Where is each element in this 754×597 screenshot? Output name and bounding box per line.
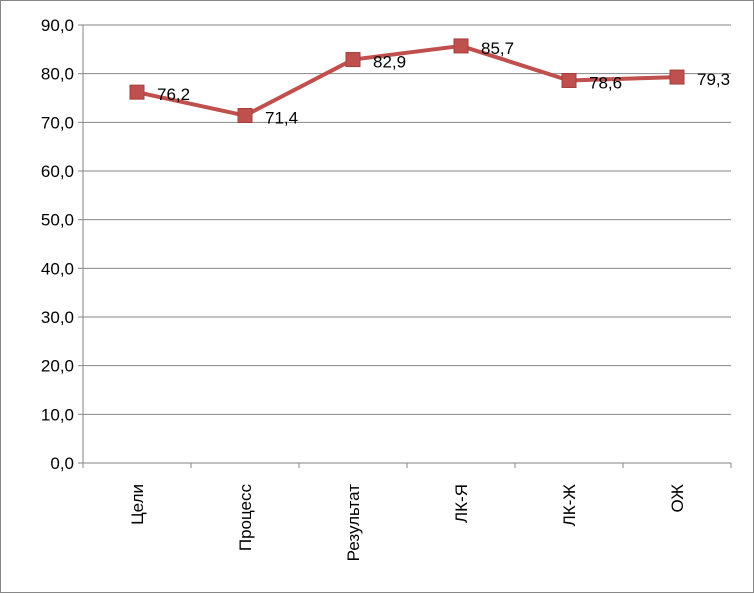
y-tick-label: 90,0 <box>41 16 74 35</box>
data-point-marker <box>237 108 253 124</box>
data-label: 76,2 <box>157 85 190 104</box>
y-tick-label: 0,0 <box>50 454 74 473</box>
data-point-marker <box>129 84 145 100</box>
y-tick-label: 20,0 <box>41 357 74 376</box>
data-label: 82,9 <box>373 53 406 72</box>
y-tick-label: 10,0 <box>41 405 74 424</box>
data-labels: 76,2 71,4 82,9 85,7 78,6 79,3 <box>157 39 730 128</box>
series-line <box>136 43 678 118</box>
y-tick-labels: 0,0 10,0 20,0 30,0 40,0 50,0 60,0 70,0 80,0 90,0 <box>41 16 74 473</box>
y-tick-label: 30,0 <box>41 308 74 327</box>
y-tick-label: 80,0 <box>41 65 74 84</box>
x-tick-label: ОЖ <box>668 484 687 513</box>
series-layer <box>136 43 678 118</box>
gridlines <box>83 24 731 415</box>
y-tick-label: 60,0 <box>41 162 74 181</box>
axes <box>78 24 732 468</box>
y-tick-label: 40,0 <box>41 259 74 278</box>
x-tick-label: Результат <box>344 484 363 562</box>
x-tick-labels: Цели Процесс Результат ЛК-Я ЛК-Ж ОЖ <box>128 484 687 562</box>
markers <box>129 38 685 124</box>
data-label: 78,6 <box>589 73 622 92</box>
data-point-marker <box>345 52 361 68</box>
data-point-marker <box>561 72 577 88</box>
data-point-marker <box>453 38 469 54</box>
x-tick-label: Процесс <box>236 484 255 552</box>
data-label: 71,4 <box>265 109 298 128</box>
data-label: 85,7 <box>481 39 514 58</box>
data-point-marker <box>669 69 685 85</box>
y-tick-label: 70,0 <box>41 113 74 132</box>
x-tick-label: ЛК-Ж <box>560 484 579 527</box>
x-tick-label: ЛК-Я <box>452 484 471 523</box>
data-label: 79,3 <box>697 70 730 89</box>
y-tick-label: 50,0 <box>41 211 74 230</box>
x-tick-label: Цели <box>128 484 147 525</box>
